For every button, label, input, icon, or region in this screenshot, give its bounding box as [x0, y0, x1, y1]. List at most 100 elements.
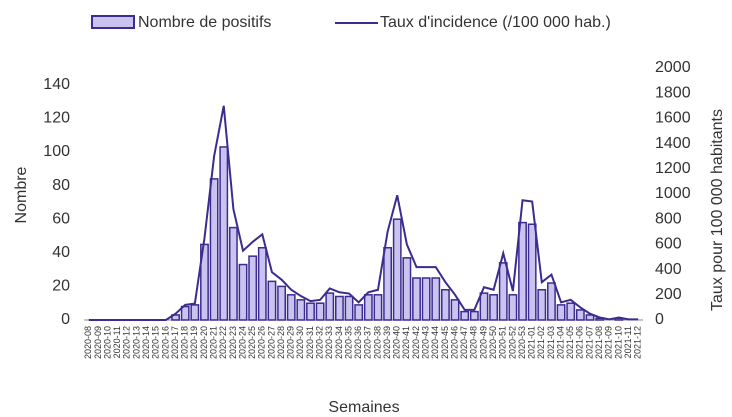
bar	[383, 247, 393, 321]
x-tick-label: 2021-01	[527, 326, 537, 359]
x-tick-label: 2021-08	[594, 326, 604, 359]
x-tick-label: 2021-11	[623, 326, 633, 358]
legend-label: Taux d'incidence (/100 000 hab.)	[380, 14, 611, 31]
bar	[547, 282, 556, 321]
x-tick-label: 2020-27	[266, 326, 276, 359]
bar	[180, 305, 190, 321]
bar	[402, 257, 412, 321]
bar	[219, 146, 229, 321]
bar	[238, 263, 248, 321]
y2-axis-title: Taux pour 100 000 habitants	[709, 109, 726, 311]
bar	[209, 178, 219, 321]
x-tick-label: 2020-31	[305, 326, 315, 359]
legend-swatch	[91, 15, 135, 29]
x-tick-label: 2020-35	[343, 326, 353, 359]
x-tick-label: 2020-11	[112, 326, 122, 358]
x-tick-label: 2021-05	[565, 326, 575, 359]
x-axis-title: Semaines	[328, 399, 399, 416]
x-tick-label: 2020-41	[401, 326, 411, 359]
y-tick-label: 0	[61, 311, 70, 328]
x-tick-label: 2020-44	[430, 326, 440, 359]
x-tick-label: 2020-12	[122, 326, 132, 359]
x-tick-label: 2020-46	[449, 326, 459, 359]
bar	[277, 285, 286, 321]
x-tick-label: 2021-07	[584, 326, 594, 359]
y2-tick-label: 200	[655, 286, 682, 303]
x-tick-label: 2020-30	[295, 326, 305, 359]
y2-tick-label: 1000	[655, 185, 691, 202]
bar	[171, 314, 180, 321]
line	[88, 105, 639, 321]
x-tick-label: 2020-47	[459, 326, 469, 359]
bar	[344, 295, 354, 321]
x-tick-label: 2020-52	[507, 326, 517, 359]
x-tick-label: 2020-48	[469, 326, 479, 359]
x-tick-label: 2021-10	[613, 326, 623, 359]
y-tick-label: 20	[52, 278, 70, 295]
x-tick-label: 2020-49	[478, 326, 488, 359]
bar	[556, 304, 566, 321]
x-tick-label: 2020-42	[411, 326, 421, 359]
y-tick-label: 60	[52, 210, 70, 227]
x-tick-label: 2020-20	[199, 326, 209, 359]
x-tick-label: 2020-09	[93, 326, 103, 359]
bar	[431, 277, 441, 321]
x-tick-label: 2020-29	[286, 326, 296, 359]
x-tick-label: 2020-51	[498, 326, 508, 359]
bar	[508, 294, 518, 321]
x-tick-label: 2020-25	[247, 326, 257, 359]
bar	[518, 221, 527, 321]
x-tick-label: 2020-32	[315, 326, 325, 359]
x-tick-label: 2020-43	[421, 326, 431, 359]
y2-tick-label: 1400	[655, 135, 691, 152]
y-tick-label: 100	[43, 143, 70, 160]
x-tick-label: 2020-34	[334, 326, 344, 359]
x-tick-label: 2020-15	[151, 326, 161, 359]
bar	[286, 294, 296, 321]
x-tick-label: 2020-45	[440, 326, 450, 359]
x-tick-label: 2020-50	[488, 326, 498, 359]
y-axis-title: Nombre	[13, 166, 30, 223]
y2-tick-label: 1200	[655, 160, 691, 177]
bar	[527, 223, 537, 321]
y-tick-label: 140	[43, 76, 70, 93]
bar	[296, 299, 306, 321]
bar	[392, 218, 402, 321]
y-tick-label: 80	[52, 177, 70, 194]
x-tick-label: 2021-02	[536, 326, 546, 359]
x-tick-label: 2020-14	[141, 326, 151, 359]
x-tick-label: 2020-10	[102, 326, 112, 359]
y2-tick-label: 0	[655, 311, 664, 328]
y2-tick-label: 1600	[655, 110, 691, 127]
bar	[585, 314, 595, 321]
x-tick-label: 2020-37	[363, 326, 373, 359]
y-tick-label: 120	[43, 110, 70, 127]
x-tick-label: 2021-03	[546, 326, 556, 359]
x-tick-label: 2020-13	[131, 326, 141, 359]
x-tick-label: 2021-12	[633, 326, 643, 359]
bar	[421, 277, 431, 321]
x-tick-label: 2020-21	[208, 326, 218, 359]
bar	[325, 292, 335, 321]
bar	[575, 309, 585, 321]
x-tick-label: 2020-08	[83, 326, 93, 359]
bar	[566, 302, 576, 321]
x-tick-label: 2020-22	[218, 326, 228, 359]
y2-tick-label: 2000	[655, 59, 691, 76]
x-tick-label: 2020-38	[372, 326, 382, 359]
bar	[441, 289, 450, 321]
x-tick-label: 2020-17	[170, 326, 180, 359]
bar	[228, 226, 238, 321]
x-tick-label: 2021-06	[575, 326, 585, 359]
bar	[479, 292, 489, 321]
bar	[537, 289, 547, 321]
bar	[334, 295, 344, 321]
bar	[248, 255, 258, 321]
x-tick-label: 2020-16	[160, 326, 170, 359]
bar	[373, 294, 383, 321]
bar	[363, 294, 373, 321]
bar	[450, 299, 460, 321]
bar	[489, 294, 499, 321]
bar	[190, 304, 200, 321]
bar	[257, 247, 267, 321]
